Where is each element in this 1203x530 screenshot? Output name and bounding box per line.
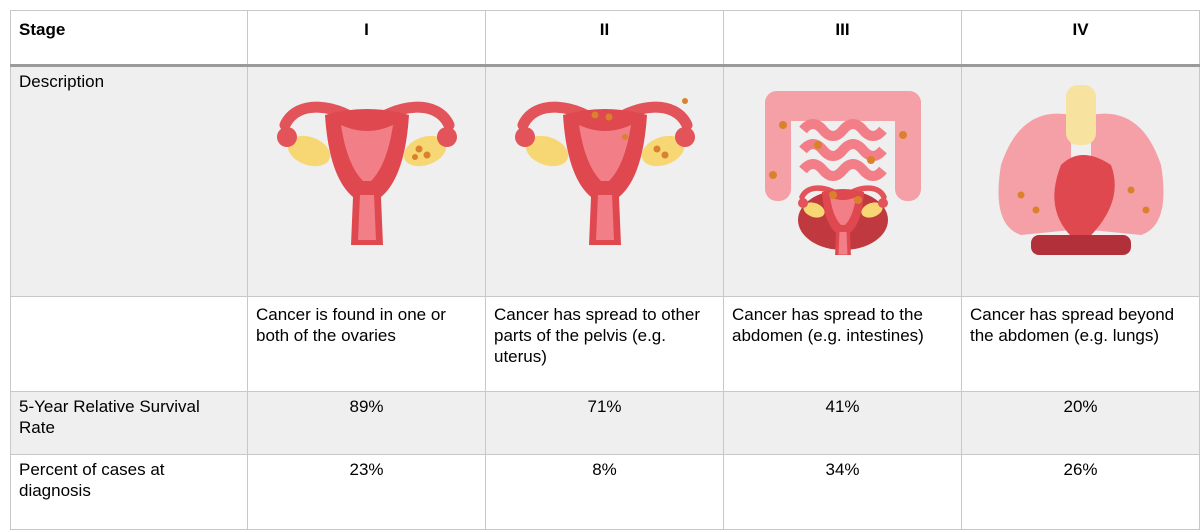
image-cell: [248, 66, 486, 297]
header-cell: III: [724, 11, 962, 66]
description-cell: Cancer has spread to other parts of the …: [486, 297, 724, 392]
row-label: 5-Year Relative Survival Rate: [11, 392, 248, 455]
value-cell: 71%: [486, 392, 724, 455]
row-label: Percent of cases at diagnosis: [11, 455, 248, 530]
value-cell: 8%: [486, 455, 724, 530]
value-cell: 20%: [962, 392, 1200, 455]
percent-row: Percent of cases at diagnosis 23% 8% 34%…: [11, 455, 1200, 530]
header-cell: I: [248, 11, 486, 66]
image-cell: [962, 66, 1200, 297]
header-cell: IV: [962, 11, 1200, 66]
image-row: Description: [11, 66, 1200, 297]
stage-1-illustration: [267, 85, 467, 255]
page: Stage I II III IV Description: [0, 0, 1203, 519]
description-row: Cancer is found in one or both of the ov…: [11, 297, 1200, 392]
value-cell: 89%: [248, 392, 486, 455]
row-label: Description: [11, 66, 248, 297]
stage-table: Stage I II III IV Description: [10, 10, 1200, 530]
image-cell: [486, 66, 724, 297]
header-row: Stage I II III IV: [11, 11, 1200, 66]
description-cell: Cancer is found in one or both of the ov…: [248, 297, 486, 392]
empty-cell: [11, 297, 248, 392]
value-cell: 26%: [962, 455, 1200, 530]
description-cell: Cancer has spread beyond the abdomen (e.…: [962, 297, 1200, 392]
image-cell: [724, 66, 962, 297]
survival-row: 5-Year Relative Survival Rate 89% 71% 41…: [11, 392, 1200, 455]
value-cell: 41%: [724, 392, 962, 455]
stage-3-illustration: [743, 85, 943, 255]
value-cell: 23%: [248, 455, 486, 530]
description-cell: Cancer has spread to the abdomen (e.g. i…: [724, 297, 962, 392]
header-cell: Stage: [11, 11, 248, 66]
stage-4-illustration: [981, 85, 1181, 255]
value-cell: 34%: [724, 455, 962, 530]
stage-2-illustration: [505, 85, 705, 255]
header-cell: II: [486, 11, 724, 66]
